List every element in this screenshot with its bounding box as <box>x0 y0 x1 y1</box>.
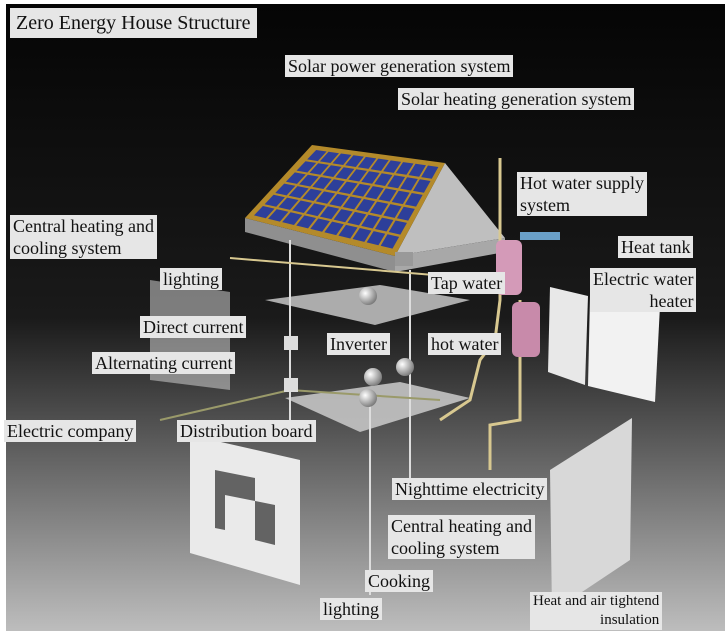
label-line: Heat and air tightend <box>533 592 659 611</box>
label-line: Alternating current <box>95 352 232 374</box>
label-line: cooling system <box>391 537 532 559</box>
label-line: lighting <box>163 268 219 290</box>
callout-label: Solar heating generation system <box>398 88 634 110</box>
label-line: Hot water supply <box>520 172 644 194</box>
label-line: Electric company <box>7 420 133 442</box>
callout-label: Heat tank <box>618 236 693 258</box>
label-line: hot water <box>431 333 498 355</box>
label-line: lighting <box>323 598 379 620</box>
callout-label: Tap water <box>428 272 505 294</box>
label-line: Heat tank <box>621 236 690 258</box>
callout-label: Electric company <box>4 420 136 442</box>
callout-label: hot water <box>428 333 501 355</box>
label-line: Distribution board <box>180 420 313 442</box>
callout-label: Central heating andcooling system <box>10 215 157 259</box>
label-line: Direct current <box>143 316 243 338</box>
label-line: Inverter <box>330 333 387 355</box>
callout-label: Distribution board <box>177 420 316 442</box>
label-line: heater <box>593 290 693 312</box>
label-line: system <box>520 194 644 216</box>
callout-label: Cooking <box>365 570 433 592</box>
label-line: Central heating and <box>13 215 154 237</box>
label-line: Tap water <box>431 272 502 294</box>
label-line: Solar heating generation system <box>401 88 631 110</box>
label-line: Cooking <box>368 570 430 592</box>
label-line: cooling system <box>13 237 154 259</box>
label-line: Solar power generation system <box>288 55 510 77</box>
callout-label: Nighttime electricity <box>392 478 547 500</box>
label-line: Electric water <box>593 268 693 290</box>
callout-label: Direct current <box>140 316 246 338</box>
label-line: Nighttime electricity <box>395 478 544 500</box>
label-line: insulation <box>533 611 659 630</box>
callout-label: Alternating current <box>92 352 235 374</box>
title: Zero Energy House Structure <box>10 8 257 38</box>
callout-label: Central heating andcooling system <box>388 515 535 559</box>
callout-label: Inverter <box>327 333 390 355</box>
callout-label: Solar power generation system <box>285 55 513 77</box>
diagram: Zero Energy House Structure Solar power … <box>0 0 727 631</box>
label-line: Central heating and <box>391 515 532 537</box>
callout-label: lighting <box>320 598 382 620</box>
callout-label: lighting <box>160 268 222 290</box>
